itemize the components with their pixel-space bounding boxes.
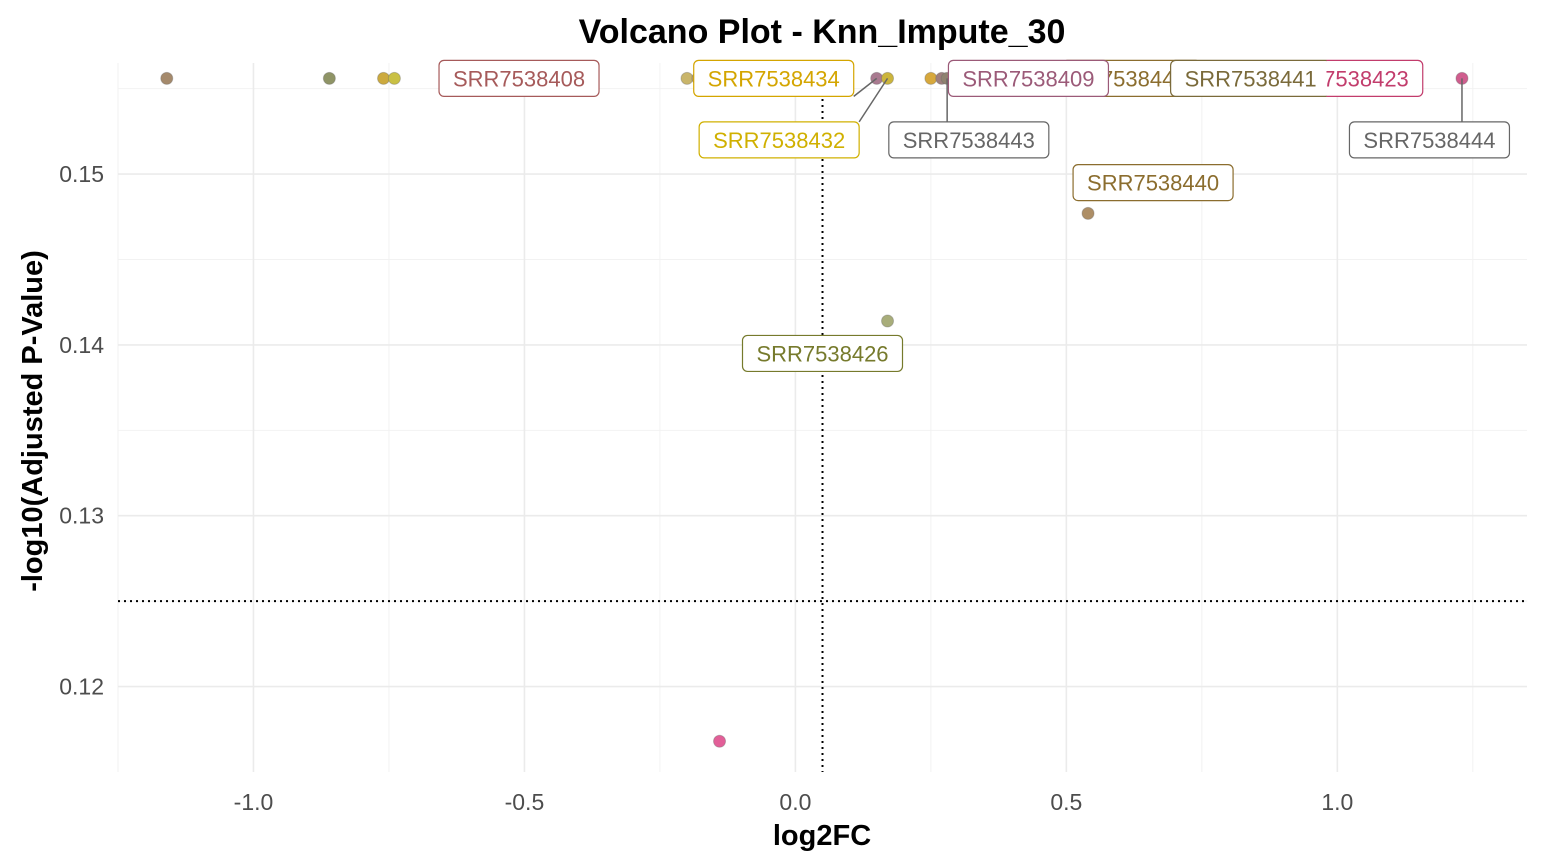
point-label: SRR7538434	[693, 59, 878, 97]
point-label-text: SRR7538440	[1087, 171, 1219, 196]
y-tick-label: 0.13	[59, 503, 104, 529]
point-label-text: SRR7538432	[713, 128, 845, 153]
y-axis-title: -log10(Adjusted P-Value)	[17, 250, 49, 592]
point-label-box	[947, 59, 1110, 97]
point-label: SRR7538444	[1348, 78, 1511, 159]
label-leader-line	[858, 77, 889, 123]
point-label-text: SRR7538426	[756, 341, 888, 366]
point-label-text: SRR7538443	[903, 128, 1035, 153]
point-label: SRR7538440	[1072, 163, 1234, 202]
point-label-box	[888, 121, 1050, 159]
chart-title: Volcano Plot - Knn_Impute_30	[579, 13, 1066, 51]
data-point	[1081, 206, 1095, 220]
point-label-box	[1072, 163, 1234, 202]
data-point	[377, 71, 391, 85]
label-leader-line	[853, 77, 878, 97]
threshold-lines	[118, 63, 1527, 772]
data-point	[881, 314, 895, 328]
x-tick-label: 1.0	[1321, 789, 1353, 815]
point-label: SRR7538426	[741, 334, 904, 373]
point-labels: SRR7538408 SRR7538434 SRR7538432 SRR7538443…	[438, 59, 1511, 373]
y-tick-label: 0.14	[59, 332, 104, 358]
point-label-text: SRR7538408	[453, 66, 585, 91]
point-label-box	[1326, 59, 1424, 97]
y-axis-ticks: 0.12 0.13 0.14 0.15	[59, 161, 104, 700]
x-tick-label: 0.0	[779, 789, 811, 815]
point-label-text: SRR7538423	[1277, 66, 1409, 91]
x-tick-label: 0.5	[1050, 789, 1082, 815]
data-point	[680, 71, 694, 85]
y-tick-label: 0.15	[59, 161, 104, 187]
point-label-text: SRR7538409	[962, 66, 1094, 91]
point-label: SRR7538441	[1170, 59, 1332, 97]
point-label-box	[1348, 121, 1511, 159]
point-label-text: SRR7538444	[1363, 128, 1495, 153]
point-label-box	[698, 121, 860, 159]
data-point	[387, 71, 401, 85]
point-label-text: SRR7538441	[1185, 66, 1317, 91]
point-label: SRR7538432	[698, 77, 889, 159]
data-point	[322, 71, 336, 85]
data-point	[713, 734, 727, 748]
point-label: SRR7538409	[947, 59, 1110, 97]
data-point	[160, 71, 174, 85]
y-tick-label: 0.12	[59, 674, 104, 700]
x-tick-label: -0.5	[505, 789, 545, 815]
point-label-text: SRR7538434	[708, 66, 840, 91]
point-label: SRR7538423	[1277, 59, 1424, 97]
point-label-box	[741, 334, 904, 373]
x-axis-title: log2FC	[773, 820, 871, 852]
point-label-box	[693, 59, 855, 97]
point-label-box	[438, 59, 600, 97]
point-label: SRR7538443	[888, 78, 1050, 159]
x-axis-ticks: -1.0 -0.5 0.0 0.5 1.0	[234, 789, 1354, 815]
point-label: SRR7538408	[438, 59, 600, 97]
data-point	[924, 71, 938, 85]
x-tick-label: -1.0	[234, 789, 274, 815]
